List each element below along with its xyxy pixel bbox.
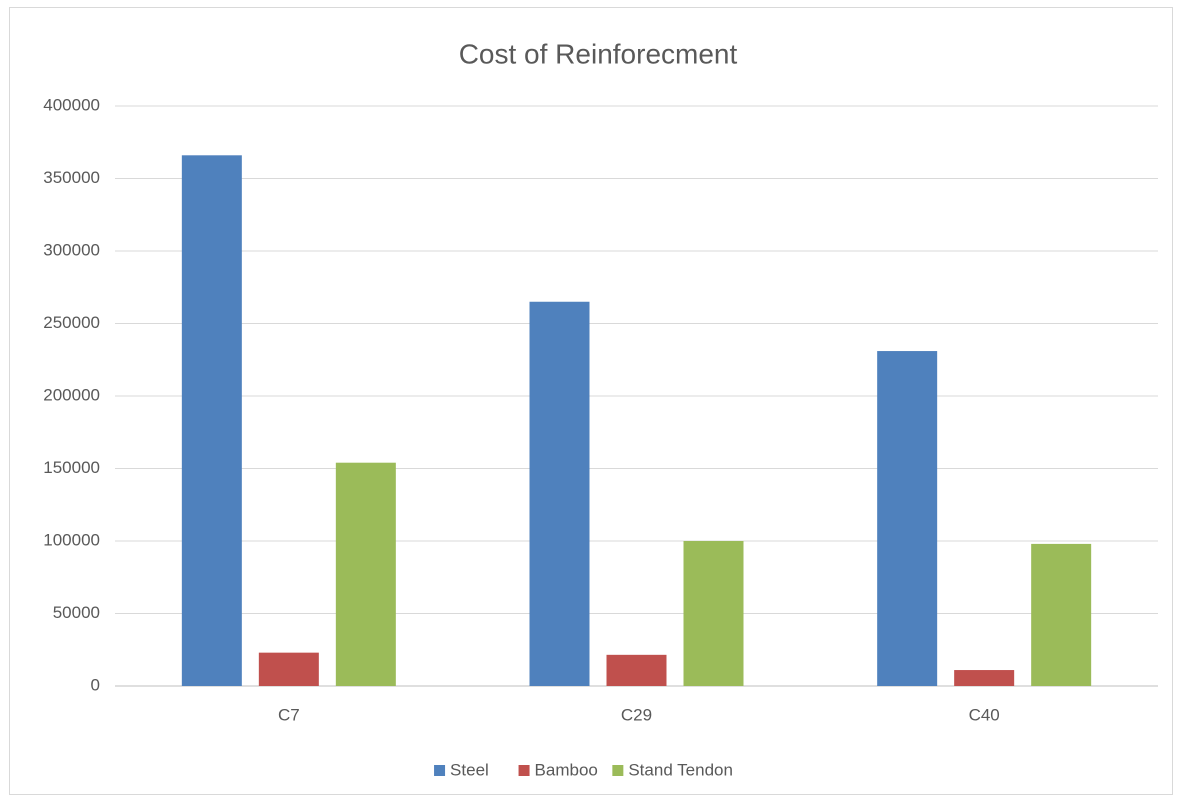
x-tick-label: C40 xyxy=(969,705,1000,724)
bar xyxy=(529,301,590,686)
legend-swatch xyxy=(518,765,530,776)
bar xyxy=(335,462,396,686)
bar xyxy=(181,155,242,687)
y-tick-label: 300000 xyxy=(43,240,100,259)
bar xyxy=(606,654,667,686)
y-tick-label: 150000 xyxy=(43,458,100,477)
bar xyxy=(1031,543,1092,686)
legend-swatch xyxy=(434,765,446,776)
y-tick-label: 0 xyxy=(91,675,100,694)
y-tick-label: 400000 xyxy=(43,95,100,114)
bar xyxy=(877,351,938,686)
legend-label: Bamboo xyxy=(535,760,598,779)
x-tick-label: C7 xyxy=(278,705,300,724)
y-tick-label: 50000 xyxy=(53,603,100,622)
bar xyxy=(683,541,744,686)
y-tick-label: 200000 xyxy=(43,385,100,404)
legend-swatch xyxy=(612,765,624,776)
x-tick-label: C29 xyxy=(621,705,652,724)
y-tick-label: 100000 xyxy=(43,530,100,549)
y-tick-label: 250000 xyxy=(43,313,100,332)
legend-label: Steel xyxy=(450,760,489,779)
bar xyxy=(258,652,319,686)
chart-title: Cost of Reinforecment xyxy=(459,38,738,69)
bar xyxy=(954,670,1015,686)
y-tick-label: 350000 xyxy=(43,168,100,187)
legend-label: Stand Tendon xyxy=(628,760,733,779)
